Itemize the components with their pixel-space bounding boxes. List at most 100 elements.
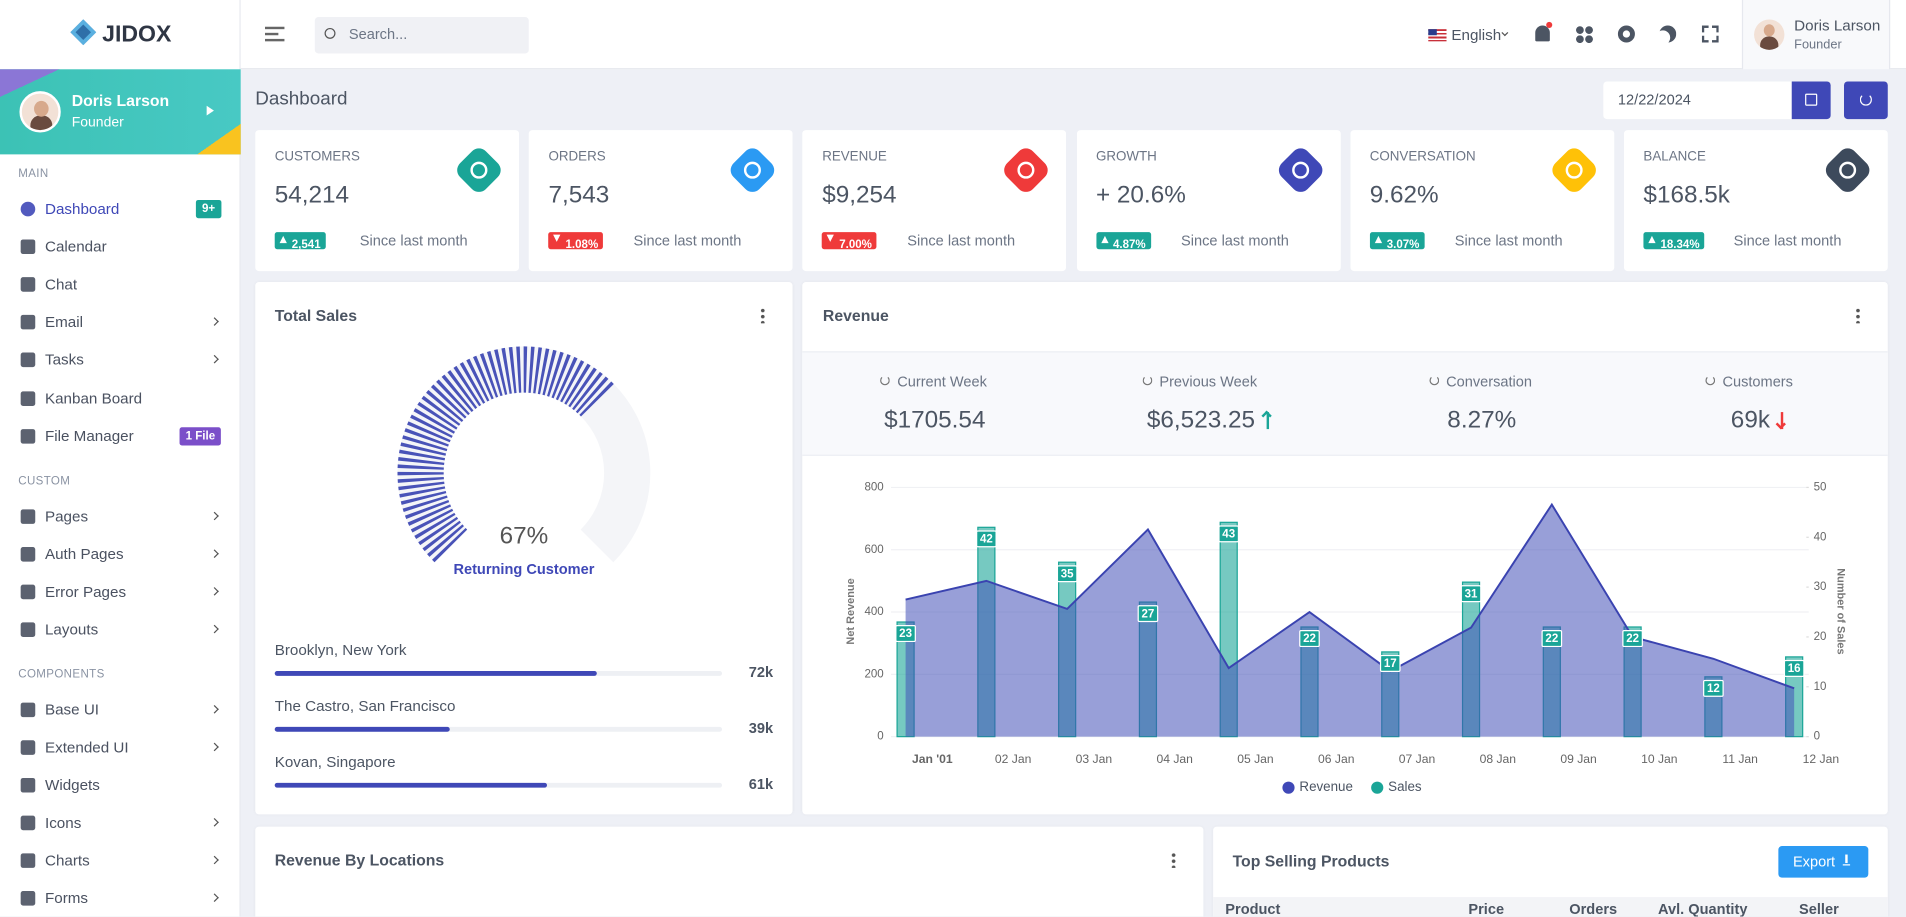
profile-arrow[interactable]	[206, 105, 214, 116]
progress-bar	[274, 670, 597, 676]
table-header: Product	[1225, 900, 1281, 917]
topbar-user-name: Doris Larson	[1794, 17, 1881, 35]
menu-icon	[20, 352, 36, 368]
stat-value: $9,254	[822, 181, 897, 209]
notification-icon[interactable]	[1535, 25, 1550, 42]
stat-note: Since last month	[1733, 232, 1842, 250]
menu-badge: 1 File	[179, 426, 222, 446]
trend-arrow	[553, 234, 561, 242]
stat-label: GROWTH	[1095, 149, 1157, 165]
stat-change-badge: 4.87%	[1095, 232, 1151, 252]
trend-arrow	[279, 235, 287, 244]
search-icon	[324, 27, 336, 39]
export-button[interactable]	[1778, 846, 1869, 878]
summary-label: Customers	[1722, 373, 1793, 391]
stat-change: 1.08%	[565, 238, 599, 252]
card-menu[interactable]	[1171, 852, 1176, 868]
stat-icon-glyph	[1839, 161, 1857, 179]
menu-icon	[20, 740, 36, 755]
stat-icon-glyph	[1565, 161, 1583, 179]
table-header: Seller	[1799, 900, 1839, 917]
menu-section-title: CUSTOM	[18, 474, 71, 488]
menu-item[interactable]: Tasks	[44, 351, 84, 369]
trend-arrow	[1648, 235, 1656, 244]
menu-item[interactable]: Widgets	[44, 776, 100, 794]
table-header-row	[1213, 897, 1888, 917]
stat-note: Since last month	[1454, 232, 1563, 250]
menu-item[interactable]: Error Pages	[44, 583, 127, 601]
menu-item[interactable]: Forms	[44, 890, 89, 908]
stat-change: 4.87%	[1112, 238, 1146, 252]
stat-label: CUSTOMERS	[274, 149, 360, 165]
language[interactable]: English	[1451, 26, 1502, 44]
refresh-button[interactable]	[1844, 81, 1888, 120]
menu-item[interactable]: Charts	[44, 852, 90, 870]
menu-item[interactable]: Dashboard	[44, 200, 120, 218]
location-name: The Castro, San Francisco	[274, 697, 456, 715]
menu-item[interactable]: Email	[44, 313, 83, 331]
summary-value: 8.27%	[1447, 406, 1517, 434]
stat-note: Since last month	[359, 232, 468, 250]
export-label: Export	[1792, 853, 1836, 871]
trend-arrow	[1100, 235, 1109, 244]
stat-value: 54,214	[274, 181, 350, 209]
search-box[interactable]	[314, 17, 529, 54]
progress-track	[274, 726, 723, 732]
stat-note: Since last month	[907, 232, 1016, 250]
settings-icon[interactable]	[1617, 25, 1635, 43]
summary-icon	[1428, 375, 1439, 386]
summary-label: Conversation	[1446, 373, 1533, 391]
menu-item[interactable]: Kanban Board	[44, 389, 143, 407]
summary-value: $6,523.25	[1146, 406, 1256, 434]
menu-icon	[20, 853, 36, 869]
menu-item[interactable]: Layouts	[44, 621, 99, 639]
notification-dot	[1546, 21, 1553, 28]
menu-icon	[20, 239, 36, 255]
stat-change-badge: 3.07%	[1369, 232, 1425, 252]
stat-value: 9.62%	[1369, 181, 1439, 209]
summary-value: $1705.54	[884, 406, 986, 434]
stat-change-badge: 18.34%	[1643, 232, 1705, 252]
stat-label: REVENUE	[822, 149, 887, 165]
stat-icon-glyph	[744, 161, 762, 179]
stat-value: $168.5k	[1643, 181, 1730, 209]
menu-item[interactable]: Calendar	[44, 238, 107, 256]
stat-change: 2,541	[291, 238, 321, 252]
menu-item[interactable]: File Manager	[44, 427, 134, 445]
menu-item[interactable]: Icons	[44, 814, 82, 832]
stat-change: 7.00%	[839, 238, 872, 252]
stat-note: Since last month	[1181, 232, 1289, 250]
menu-item[interactable]: Pages	[44, 507, 89, 525]
revenue-title: Revenue	[822, 306, 889, 325]
theme-icon[interactable]	[1659, 26, 1676, 43]
menu-item[interactable]: Base UI	[44, 701, 100, 719]
topbar-avatar	[1754, 19, 1785, 50]
menu-icon	[20, 546, 36, 562]
total-sales-card	[255, 282, 793, 815]
stat-change: 3.07%	[1386, 238, 1420, 252]
menu-icon	[20, 778, 36, 793]
menu-toggle[interactable]	[264, 26, 285, 42]
apps-icon[interactable]	[1575, 25, 1594, 44]
trend-arrow	[827, 234, 835, 242]
menu-badge: 9+	[195, 199, 222, 219]
calendar-button[interactable]	[1791, 81, 1831, 120]
card-menu[interactable]	[760, 307, 765, 324]
stat-value: + 20.6%	[1095, 181, 1186, 209]
flag-icon	[1428, 29, 1447, 42]
search-placeholder: Search...	[348, 25, 408, 43]
profile-avatar	[19, 91, 61, 133]
total-sales-title: Total Sales	[274, 306, 357, 325]
menu-icon	[20, 815, 36, 831]
menu-item[interactable]: Extended UI	[44, 739, 129, 757]
menu-icon	[20, 277, 36, 292]
card-menu[interactable]	[1856, 307, 1860, 324]
table-header: Orders	[1569, 900, 1618, 917]
summary-trend-arrow	[1266, 412, 1269, 430]
menu-item[interactable]: Auth Pages	[44, 545, 124, 563]
stat-icon-glyph	[1017, 161, 1035, 179]
date-input[interactable]	[1603, 81, 1792, 120]
menu-item[interactable]: Chat	[44, 276, 78, 294]
menu-section-title: MAIN	[18, 167, 49, 181]
